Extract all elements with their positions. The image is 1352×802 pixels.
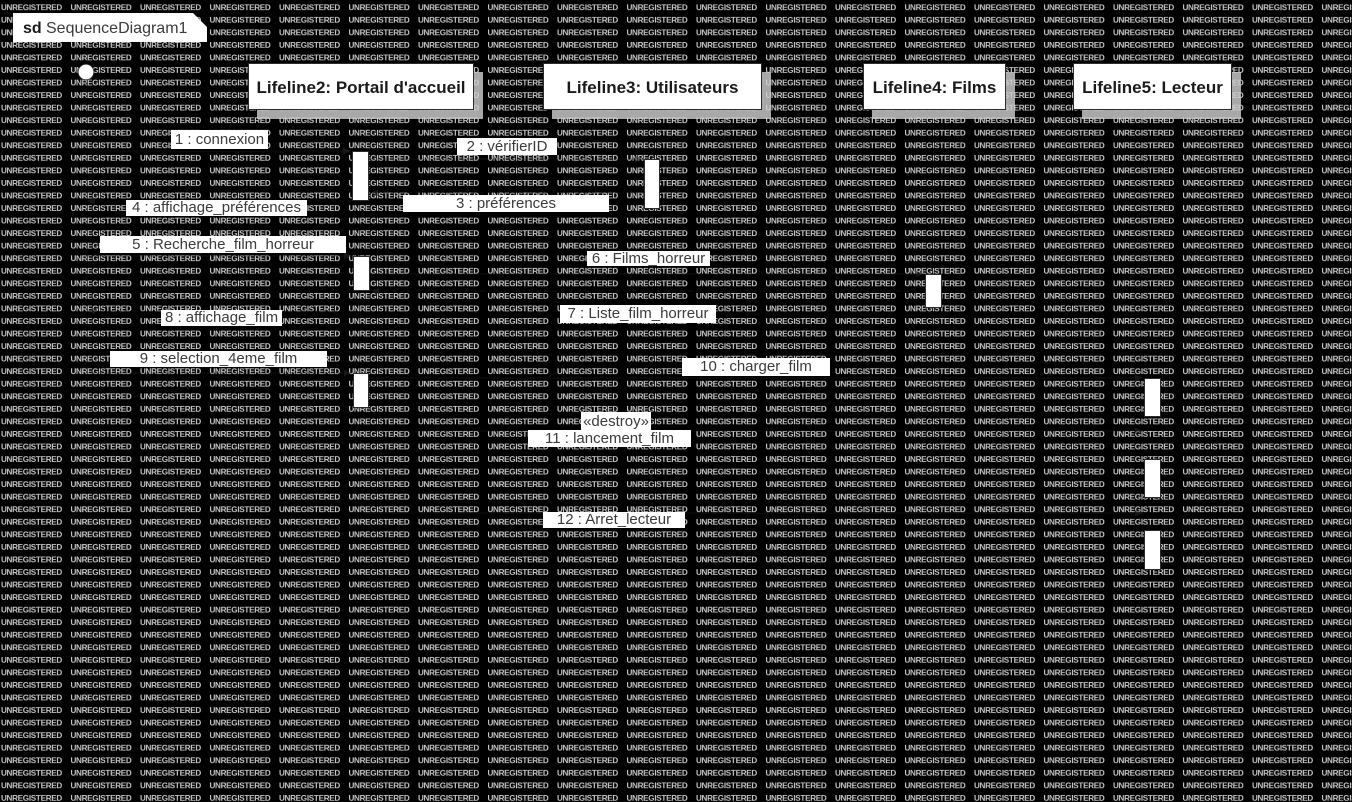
svg-text:sd: sd (23, 20, 42, 37)
svg-text:SequenceDiagram1: SequenceDiagram1 (46, 20, 188, 37)
